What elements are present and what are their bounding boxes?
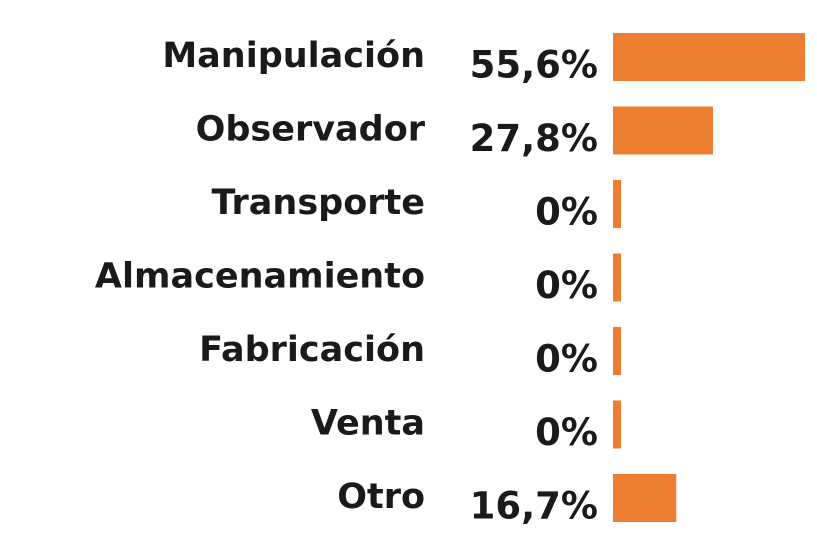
category-label: Transporte [212,183,426,223]
category-label: Otro [337,477,425,517]
value-label: 0% [535,411,598,454]
bar [613,253,621,302]
category-label: Almacenamiento [95,257,425,297]
bar [613,33,805,81]
category-label: Venta [311,404,425,444]
value-label: 0% [535,338,598,381]
value-label: 0% [535,191,598,234]
value-label: 27,8% [470,117,598,160]
bar [613,474,677,522]
value-label: 16,7% [470,485,598,528]
category-label: Manipulación [162,36,425,76]
value-label: 0% [535,264,598,307]
value-label: 55,6% [470,44,598,87]
bar [613,400,621,449]
bar [613,106,713,155]
category-label: Observador [196,110,426,150]
category-label: Fabricación [199,330,425,370]
bar [613,327,621,375]
bar [613,180,621,228]
